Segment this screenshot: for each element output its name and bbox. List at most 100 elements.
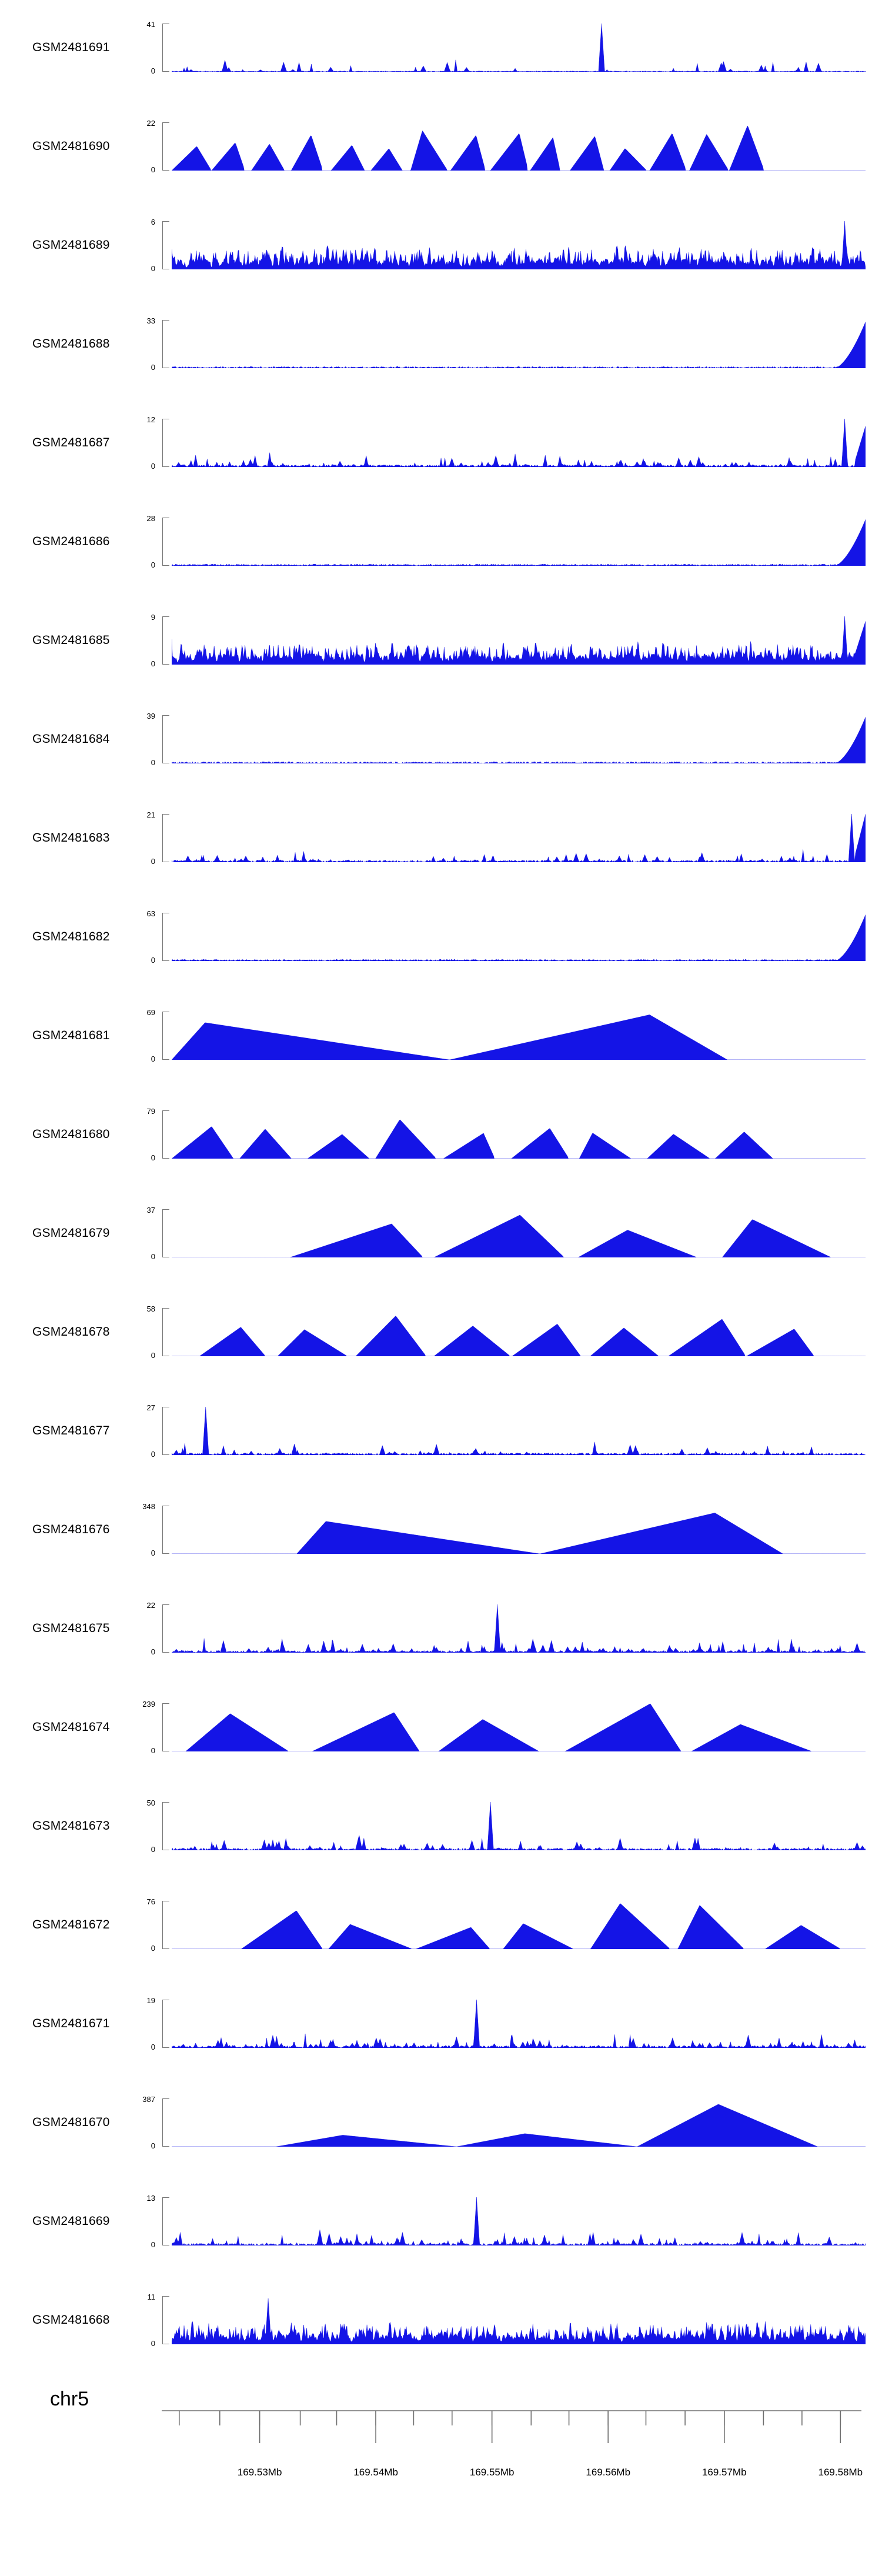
chromosome-label: chr5 xyxy=(50,2388,89,2410)
track-signal-plot[interactable] xyxy=(172,320,866,368)
y-axis-max-label: 387 xyxy=(142,2095,155,2104)
track-label: GSM2481672 xyxy=(32,1918,110,1931)
y-axis-bracket xyxy=(162,419,169,467)
y-axis-min-label: 0 xyxy=(151,1944,155,1953)
track-signal-plot[interactable] xyxy=(172,2098,866,2147)
y-axis-max-label: 41 xyxy=(146,20,155,29)
coverage-track[interactable]: GSM2481690 22 0 xyxy=(0,119,882,173)
track-signal-plot[interactable] xyxy=(172,24,866,72)
y-axis-bracket xyxy=(162,2000,169,2048)
y-axis-bracket xyxy=(162,320,169,368)
coverage-track[interactable]: GSM2481685 9 0 xyxy=(0,613,882,668)
track-signal-plot[interactable] xyxy=(172,2296,866,2344)
track-signal-plot[interactable] xyxy=(172,1703,866,1751)
track-y-axis: 33 0 xyxy=(134,317,169,371)
track-signal-plot[interactable] xyxy=(172,1308,866,1356)
y-axis-bracket xyxy=(162,1209,169,1257)
coverage-track[interactable]: GSM2481672 76 0 xyxy=(0,1898,882,1953)
track-signal-plot[interactable] xyxy=(172,1209,866,1257)
coverage-track[interactable]: GSM2481670 387 0 xyxy=(0,2095,882,2150)
track-label: GSM2481677 xyxy=(32,1424,110,1437)
track-label: GSM2481669 xyxy=(32,2214,110,2228)
coverage-track[interactable]: GSM2481677 27 0 xyxy=(0,1404,882,1459)
coverage-track[interactable]: GSM2481681 69 0 xyxy=(0,1009,882,1063)
y-axis-min-label: 0 xyxy=(151,1647,155,1656)
coverage-track[interactable]: GSM2481671 19 0 xyxy=(0,1996,882,2051)
y-axis-max-label: 58 xyxy=(146,1304,155,1313)
y-axis-min-label: 0 xyxy=(151,956,155,965)
coverage-track[interactable]: GSM2481673 50 0 xyxy=(0,1799,882,1854)
coverage-track[interactable]: GSM2481689 6 0 xyxy=(0,218,882,272)
track-signal-plot[interactable] xyxy=(172,616,866,665)
coverage-track[interactable]: GSM2481678 58 0 xyxy=(0,1304,882,1359)
track-signal-plot[interactable] xyxy=(172,1901,866,1949)
track-signal-plot[interactable] xyxy=(172,122,866,171)
y-axis-bracket xyxy=(162,2296,169,2344)
y-axis-max-label: 19 xyxy=(146,1996,155,2005)
track-y-axis: 79 0 xyxy=(134,1107,169,1162)
coverage-track[interactable]: GSM2481675 22 0 xyxy=(0,1601,882,1656)
y-axis-bracket xyxy=(162,616,169,665)
track-y-axis: 69 0 xyxy=(134,1009,169,1063)
coverage-track[interactable]: GSM2481669 13 0 xyxy=(0,2194,882,2249)
track-signal-plot[interactable] xyxy=(172,2000,866,2048)
y-axis-min-label: 0 xyxy=(151,1549,155,1557)
track-signal-plot[interactable] xyxy=(172,715,866,763)
y-axis-max-label: 348 xyxy=(142,1502,155,1511)
y-axis-max-label: 21 xyxy=(146,810,155,819)
genome-axis-track[interactable]: 169.53Mb 169.54Mb 169.55Mb 169.56Mb 169.57Mb… xyxy=(162,2410,863,2492)
y-axis-bracket xyxy=(162,2098,169,2147)
y-axis-min-label: 0 xyxy=(151,2240,155,2249)
coverage-track[interactable]: GSM2481686 28 0 xyxy=(0,515,882,569)
coverage-track[interactable]: GSM2481680 79 0 xyxy=(0,1107,882,1162)
track-signal-plot[interactable] xyxy=(172,419,866,467)
track-signal-plot[interactable] xyxy=(172,518,866,566)
track-y-axis: 27 0 xyxy=(134,1404,169,1459)
track-label: GSM2481690 xyxy=(32,139,110,153)
y-axis-bracket xyxy=(162,1110,169,1159)
track-signal-plot[interactable] xyxy=(172,1506,866,1554)
coverage-track[interactable]: GSM2481679 37 0 xyxy=(0,1206,882,1260)
y-axis-bracket xyxy=(162,1506,169,1554)
track-signal-plot[interactable] xyxy=(172,913,866,961)
y-axis-min-label: 0 xyxy=(151,857,155,866)
track-signal-plot[interactable] xyxy=(172,1802,866,1850)
y-axis-min-label: 0 xyxy=(151,2141,155,2150)
coverage-track[interactable]: GSM2481683 21 0 xyxy=(0,810,882,866)
coverage-track[interactable]: GSM2481682 63 0 xyxy=(0,910,882,965)
y-axis-min-label: 0 xyxy=(151,1845,155,1854)
coverage-track[interactable]: GSM2481684 39 0 xyxy=(0,712,882,766)
track-signal-plot[interactable] xyxy=(172,1604,866,1653)
coverage-track[interactable]: GSM2481668 11 0 xyxy=(0,2293,882,2347)
track-signal-plot[interactable] xyxy=(172,2197,866,2245)
y-axis-bracket xyxy=(162,1012,169,1060)
y-axis-max-label: 11 xyxy=(147,2293,156,2301)
track-signal-plot[interactable] xyxy=(172,1012,866,1060)
track-signal-plot[interactable] xyxy=(172,1110,866,1159)
track-label: GSM2481678 xyxy=(32,1325,110,1339)
track-y-axis: 239 0 xyxy=(134,1700,169,1754)
axis-tick-label: 169.55Mb xyxy=(469,2467,514,2478)
coverage-track[interactable]: GSM2481687 12 0 xyxy=(0,416,882,471)
coverage-track[interactable]: GSM2481691 41 0 xyxy=(0,20,882,75)
axis-tick-label: 169.53Mb xyxy=(237,2467,282,2478)
track-label: GSM2481671 xyxy=(32,2017,110,2030)
track-y-axis: 348 0 xyxy=(134,1502,169,1557)
track-signal-plot[interactable] xyxy=(172,1407,866,1455)
track-label: GSM2481680 xyxy=(32,1127,110,1141)
track-signal-plot[interactable] xyxy=(172,221,866,269)
y-axis-bracket xyxy=(162,1901,169,1949)
coverage-track[interactable]: GSM2481688 33 0 xyxy=(0,317,882,371)
track-label: GSM2481691 xyxy=(32,41,110,54)
track-signal-plot[interactable] xyxy=(172,814,866,862)
y-axis-bracket xyxy=(162,1802,169,1850)
coverage-track[interactable]: GSM2481676 348 0 xyxy=(0,1502,882,1557)
coverage-track[interactable]: GSM2481674 239 0 xyxy=(0,1700,882,1754)
track-y-axis: 387 0 xyxy=(134,2095,169,2150)
y-axis-min-label: 0 xyxy=(151,659,155,668)
y-axis-min-label: 0 xyxy=(151,1450,155,1459)
y-axis-max-label: 22 xyxy=(146,1601,155,1610)
track-y-axis: 11 0 xyxy=(134,2293,169,2347)
y-axis-min-label: 0 xyxy=(151,462,155,471)
